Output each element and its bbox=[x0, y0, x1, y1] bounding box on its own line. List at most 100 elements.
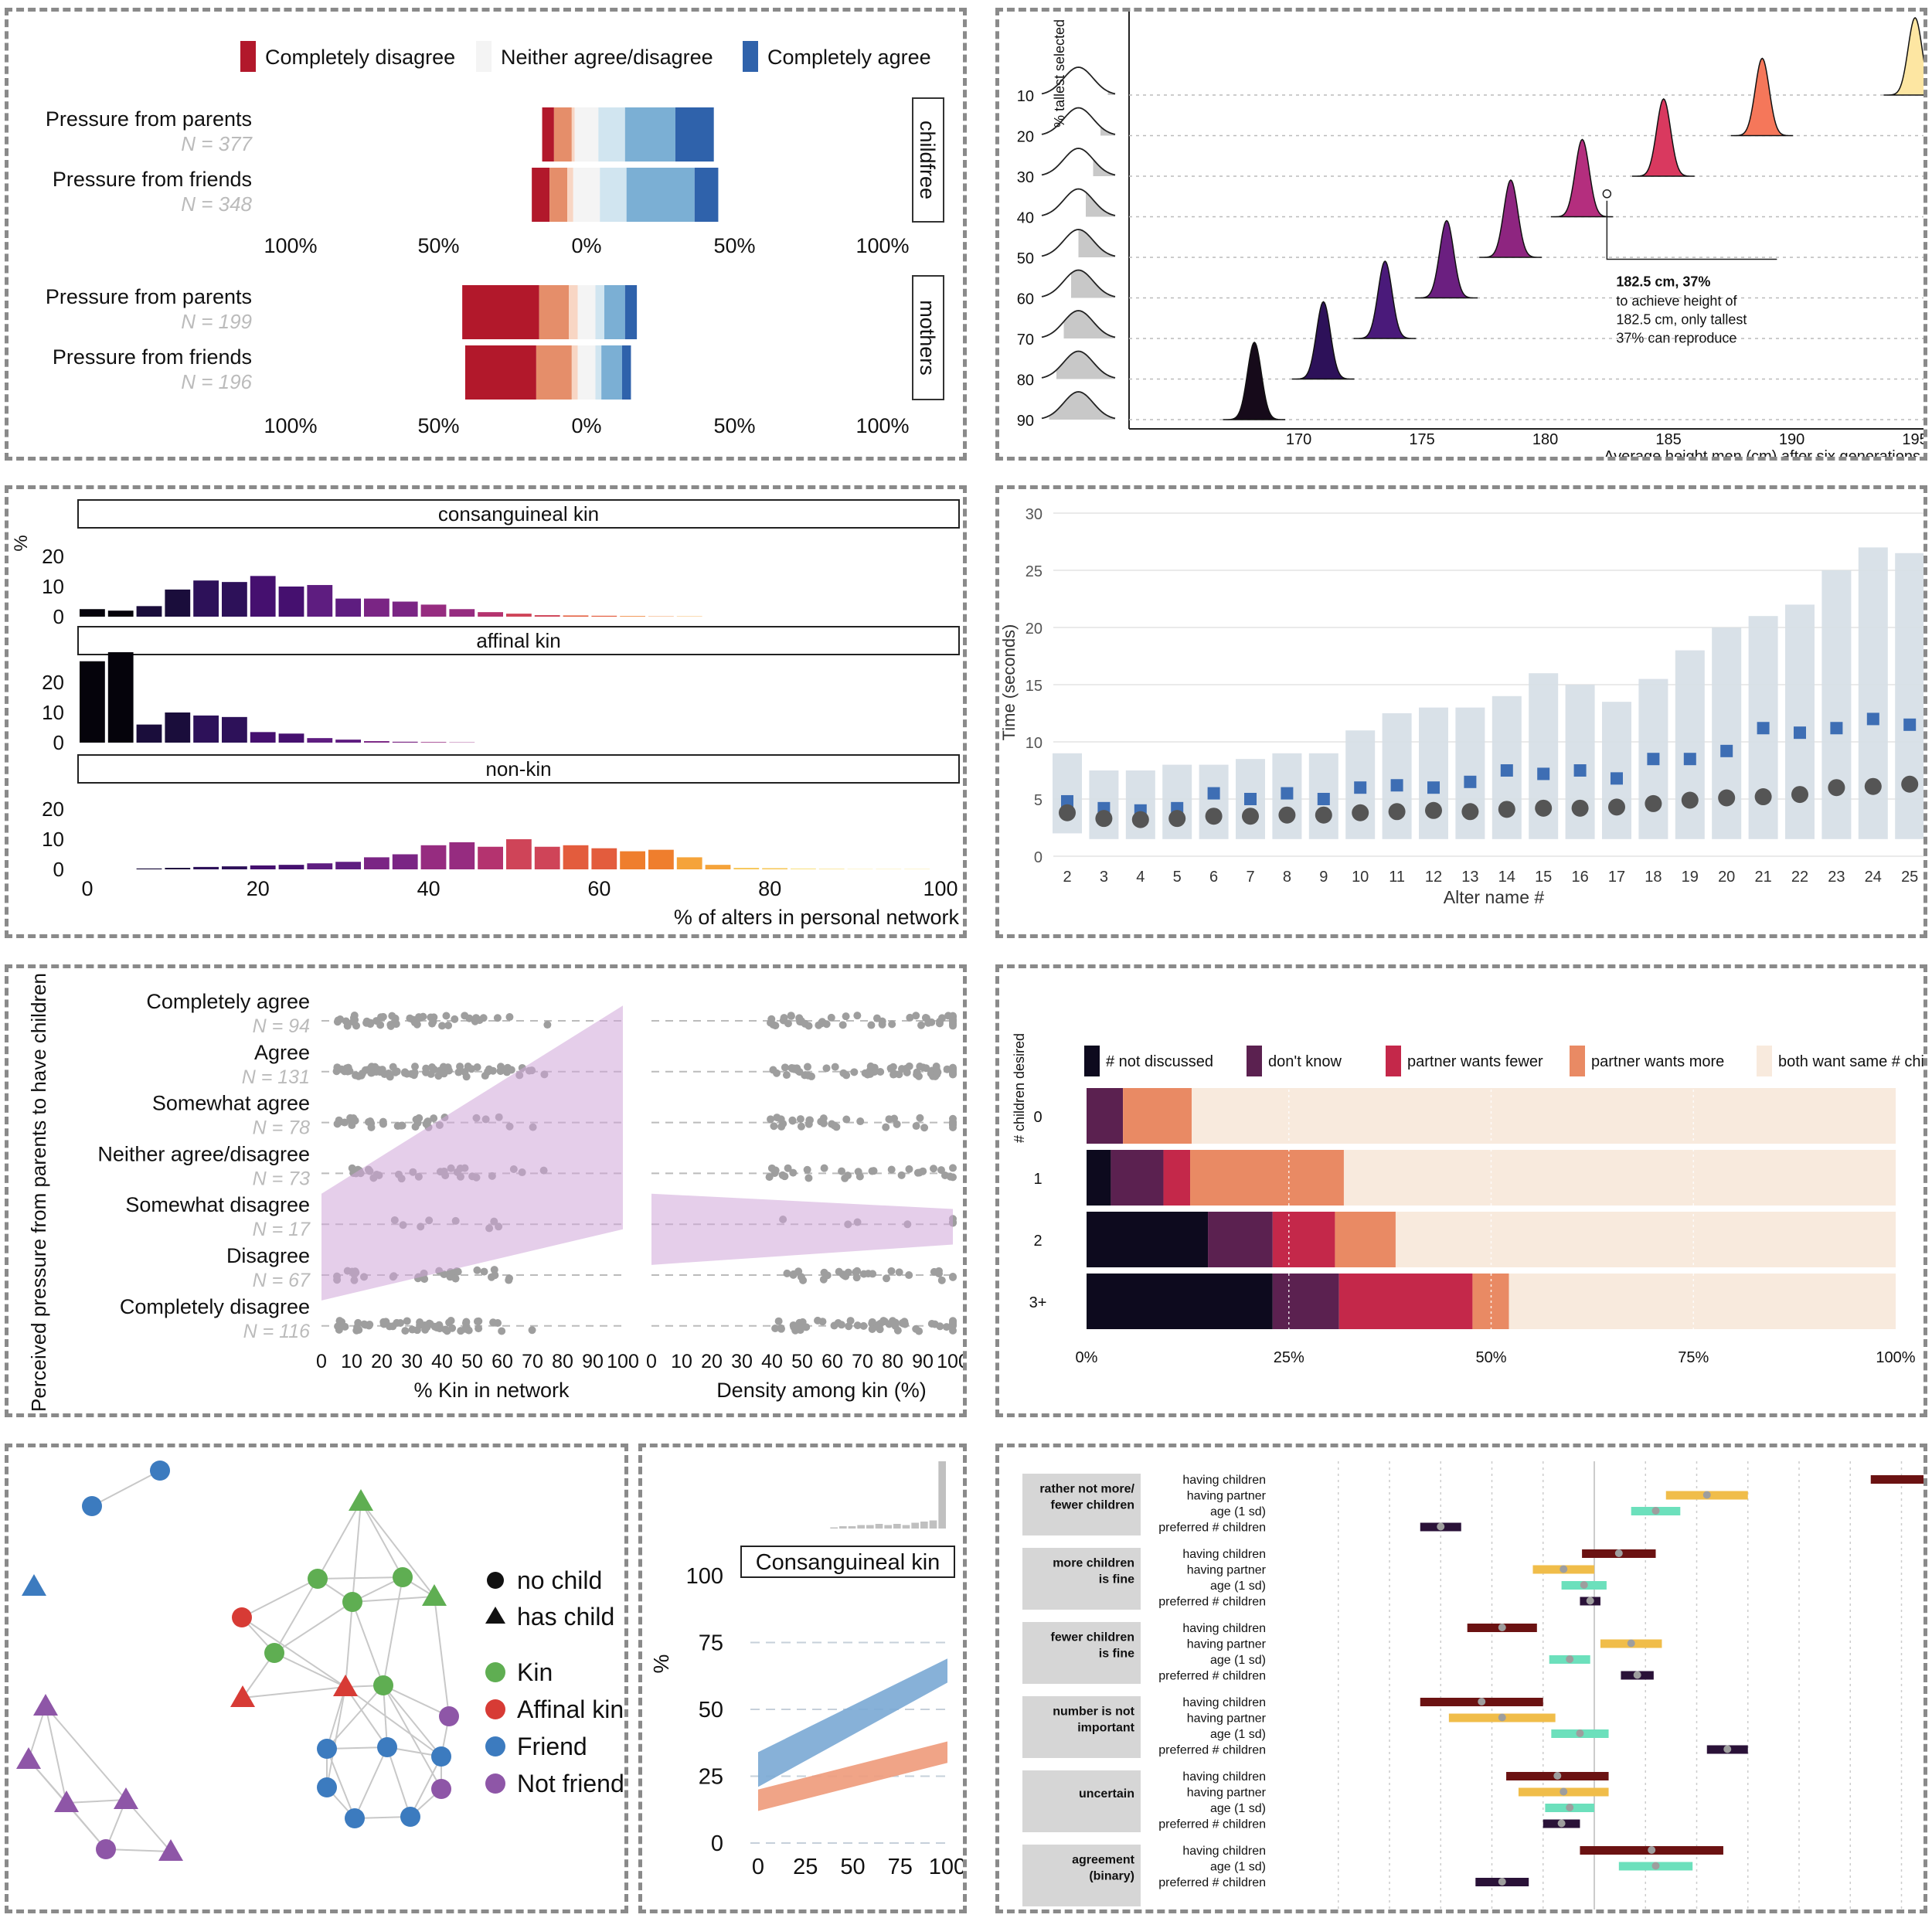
category-label: 1 bbox=[1033, 1171, 1042, 1188]
data-point bbox=[820, 1164, 828, 1172]
ridge-density bbox=[1479, 179, 1542, 258]
data-point bbox=[430, 1065, 438, 1073]
x-tick-label: 13 bbox=[1461, 869, 1478, 886]
data-point bbox=[888, 1020, 896, 1029]
x-tick-label: 20 bbox=[371, 1351, 393, 1372]
histogram-bar bbox=[392, 854, 418, 869]
x-tick-label: 17 bbox=[1608, 869, 1625, 886]
row-label: having children bbox=[1182, 1845, 1266, 1858]
axis-tick-label: 0% bbox=[571, 234, 601, 257]
data-point bbox=[410, 1069, 419, 1077]
data-point bbox=[465, 1014, 474, 1022]
group-label: fewer children bbox=[1051, 1499, 1134, 1512]
data-point bbox=[543, 1021, 552, 1029]
x-tick-label: 50 bbox=[791, 1351, 813, 1372]
data-point bbox=[868, 1318, 876, 1326]
network-edge bbox=[410, 1756, 442, 1818]
network-edge bbox=[352, 1601, 384, 1686]
data-point bbox=[447, 1317, 455, 1325]
data-point bbox=[474, 1317, 483, 1325]
x-tick-label: 10 bbox=[341, 1351, 362, 1372]
selection-tail-area bbox=[1093, 159, 1115, 176]
selection-curve bbox=[1041, 391, 1116, 420]
data-point bbox=[438, 1022, 447, 1030]
data-point bbox=[444, 1022, 453, 1030]
group-label: more children bbox=[1053, 1557, 1134, 1570]
histogram-bar bbox=[165, 712, 191, 743]
histogram-bar bbox=[534, 615, 560, 617]
x-tick-label: 25 bbox=[1901, 869, 1918, 886]
mean-marker bbox=[1390, 779, 1403, 792]
y-tick-label: 0 bbox=[1034, 849, 1043, 866]
ridge-density bbox=[1223, 342, 1286, 420]
axis-tick-label: 50% bbox=[713, 234, 755, 257]
network-node-circle bbox=[373, 1675, 393, 1695]
data-point bbox=[454, 1267, 462, 1276]
data-point bbox=[485, 1065, 493, 1073]
data-point bbox=[876, 1325, 884, 1334]
median-marker bbox=[1278, 806, 1296, 824]
point-estimate bbox=[1498, 1878, 1506, 1886]
data-point bbox=[889, 1317, 897, 1325]
data-point bbox=[770, 1122, 778, 1131]
data-point bbox=[949, 1019, 957, 1028]
histogram-bar bbox=[193, 715, 219, 743]
selection-curve bbox=[1041, 310, 1116, 338]
network-node-circle bbox=[431, 1779, 451, 1799]
row-label: preferred # children bbox=[1158, 1818, 1266, 1831]
network-edge bbox=[345, 1686, 442, 1757]
legend-circle-icon bbox=[487, 1572, 504, 1589]
mean-marker bbox=[1683, 753, 1696, 766]
data-point bbox=[853, 1012, 862, 1020]
stacked-bar-segment bbox=[1338, 1274, 1473, 1329]
mean-marker bbox=[1573, 764, 1587, 777]
y-tick-label: 20 bbox=[42, 797, 64, 821]
row-label: having partner bbox=[1187, 1490, 1267, 1503]
network-edge bbox=[360, 1501, 403, 1578]
stacked-bar-segment bbox=[1087, 1150, 1111, 1206]
legend-swatch bbox=[476, 41, 492, 72]
data-point bbox=[341, 1322, 349, 1331]
range-bar bbox=[1162, 764, 1192, 839]
median-marker bbox=[1315, 806, 1332, 824]
selection-tail-area bbox=[1086, 192, 1115, 217]
regression-band bbox=[651, 1193, 953, 1265]
point-estimate bbox=[1498, 1624, 1506, 1631]
facet-strip bbox=[912, 97, 944, 223]
data-point bbox=[853, 1267, 862, 1275]
diverging-bar-segment bbox=[574, 107, 599, 162]
data-point bbox=[803, 1063, 811, 1071]
data-point bbox=[778, 1171, 787, 1179]
stacked-bar-segment bbox=[1190, 1150, 1344, 1206]
marginal-histogram-bar bbox=[875, 1524, 883, 1529]
row-n: N = 348 bbox=[181, 192, 252, 216]
facet-strip bbox=[77, 499, 960, 529]
x-tick-label: 75% bbox=[1678, 1349, 1709, 1366]
histogram-bar bbox=[392, 741, 418, 743]
annotation-text: to achieve height of bbox=[1616, 294, 1737, 309]
row-label: age (1 sd) bbox=[1210, 1505, 1266, 1518]
data-point bbox=[872, 1014, 881, 1022]
data-point bbox=[342, 1017, 350, 1025]
point-estimate bbox=[1437, 1522, 1445, 1531]
data-point bbox=[416, 1014, 424, 1022]
x-tick-label: 10 bbox=[671, 1351, 692, 1372]
point-estimate bbox=[1498, 1713, 1506, 1722]
data-point bbox=[413, 1326, 421, 1335]
category-label: Somewhat agree bbox=[152, 1092, 310, 1115]
x-axis-title: Alter name # bbox=[1444, 887, 1545, 907]
histogram-bar bbox=[80, 609, 105, 617]
row-label: age (1 sd) bbox=[1210, 1654, 1266, 1667]
row-label: preferred # children bbox=[1158, 1744, 1266, 1757]
data-point bbox=[946, 1172, 954, 1181]
data-point bbox=[334, 1016, 342, 1025]
network-node-triangle bbox=[422, 1584, 447, 1606]
stacked-bar-segment bbox=[1272, 1212, 1335, 1267]
median-marker bbox=[1681, 791, 1699, 809]
data-point bbox=[882, 1123, 890, 1131]
network-node-triangle bbox=[54, 1790, 79, 1812]
data-point bbox=[846, 1317, 855, 1325]
stacked-bar-segment bbox=[1192, 1088, 1896, 1144]
y-tick-label: 40 bbox=[1017, 210, 1034, 227]
histogram-bar bbox=[676, 857, 702, 869]
